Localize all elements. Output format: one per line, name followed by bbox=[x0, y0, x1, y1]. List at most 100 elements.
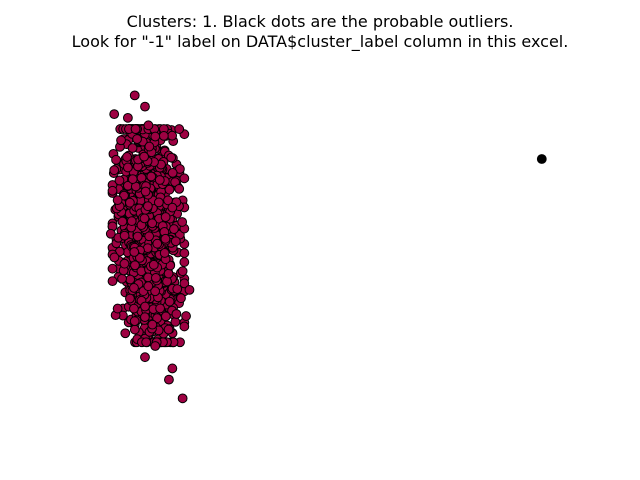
cluster-0-point bbox=[140, 312, 150, 323]
cluster-0-point bbox=[122, 112, 133, 123]
cluster-0-point bbox=[144, 141, 155, 152]
cluster-0-point bbox=[163, 324, 174, 335]
outlier-point bbox=[536, 154, 547, 164]
cluster-0-point bbox=[177, 393, 188, 404]
cluster-0-point bbox=[164, 296, 175, 307]
cluster-0-point bbox=[158, 130, 169, 141]
cluster-0-point bbox=[111, 154, 121, 165]
cluster-0-point bbox=[153, 197, 164, 208]
cluster-0-point bbox=[184, 284, 195, 295]
cluster-0-point bbox=[155, 303, 165, 314]
cluster-0-point bbox=[140, 101, 150, 112]
cluster-0-point bbox=[140, 301, 150, 312]
cluster-0-point bbox=[112, 195, 123, 206]
cluster-0-point bbox=[129, 247, 140, 257]
cluster-0-point bbox=[148, 259, 159, 270]
cluster-0-point bbox=[163, 195, 173, 206]
chart-title-line-1: Clusters: 1. Black dots are the probable… bbox=[126, 12, 514, 31]
cluster-0-point bbox=[141, 337, 152, 348]
cluster-0-point bbox=[112, 303, 123, 314]
cluster-0-point bbox=[146, 171, 157, 182]
cluster-0-point bbox=[179, 278, 190, 289]
chart-title: Clusters: 1. Black dots are the probable… bbox=[0, 12, 640, 52]
cluster-0-point bbox=[167, 130, 178, 141]
cluster-0-point bbox=[129, 303, 139, 314]
cluster-0-point bbox=[139, 151, 149, 162]
cluster-0-point bbox=[172, 284, 183, 294]
cluster-0-point bbox=[177, 217, 188, 227]
cluster-0-point bbox=[122, 152, 132, 162]
cluster-0-point bbox=[154, 175, 165, 185]
cluster-0-point bbox=[114, 175, 125, 186]
cluster-0-point bbox=[143, 120, 154, 131]
cluster-0-point bbox=[179, 173, 190, 184]
cluster-0-point bbox=[122, 162, 133, 173]
cluster-0-point bbox=[139, 213, 150, 224]
cluster-0-point bbox=[170, 236, 181, 247]
cluster-0-point bbox=[129, 324, 140, 335]
cluster-0-point bbox=[107, 276, 118, 287]
cluster-0-point bbox=[116, 135, 126, 146]
cluster-0-point bbox=[177, 266, 188, 277]
cluster-0-point bbox=[125, 274, 136, 285]
cluster-0-point bbox=[124, 197, 135, 208]
cluster-0-point bbox=[164, 184, 175, 195]
cluster-0-point bbox=[109, 252, 120, 263]
cluster-0-point bbox=[181, 311, 191, 321]
cluster-0-point bbox=[125, 293, 135, 304]
cluster-0-point bbox=[129, 283, 139, 293]
cluster-0-point bbox=[134, 252, 145, 263]
chart-title-line-2: Look for "-1" label on DATA$cluster_labe… bbox=[71, 32, 569, 51]
cluster-0-point bbox=[150, 131, 161, 142]
cluster-0-point bbox=[164, 374, 174, 385]
cluster-0-point bbox=[127, 143, 138, 153]
cluster-0-point bbox=[150, 272, 161, 283]
cluster-0-point bbox=[132, 231, 143, 242]
cluster-0-point bbox=[127, 174, 138, 184]
cluster-0-point bbox=[140, 352, 150, 363]
cluster-0-point bbox=[179, 257, 190, 267]
cluster-0-point bbox=[167, 167, 178, 178]
cluster-0-point bbox=[119, 230, 130, 241]
cluster-0-point bbox=[147, 319, 158, 330]
cluster-0-point bbox=[130, 124, 141, 134]
cluster-0-point bbox=[160, 311, 171, 322]
cluster-0-point bbox=[150, 341, 161, 351]
cluster-0-point bbox=[117, 273, 127, 284]
cluster-0-point bbox=[143, 281, 154, 292]
cluster-0-point bbox=[174, 124, 185, 134]
cluster-0-point bbox=[109, 109, 120, 119]
cluster-0-point bbox=[171, 309, 182, 319]
cluster-0-point bbox=[109, 165, 120, 176]
cluster-0-point bbox=[163, 268, 174, 279]
cluster-0-point bbox=[107, 263, 118, 274]
cluster-0-point bbox=[140, 186, 151, 197]
cluster-0-point bbox=[150, 286, 161, 297]
cluster-0-point bbox=[179, 248, 190, 258]
cluster-0-point bbox=[120, 328, 131, 339]
cluster-0-point bbox=[160, 233, 171, 244]
cluster-0-point bbox=[167, 363, 178, 374]
cluster-0-point bbox=[166, 152, 177, 163]
cluster-0-point bbox=[105, 228, 116, 239]
cluster-0-point bbox=[129, 90, 140, 101]
cluster-0-point bbox=[159, 248, 170, 258]
cluster-0-point bbox=[117, 216, 128, 227]
cluster-0-point bbox=[169, 224, 179, 234]
cluster-0-point bbox=[147, 218, 158, 229]
cluster-0-point bbox=[107, 185, 118, 196]
cluster-0-point bbox=[176, 293, 186, 304]
cluster-0-point bbox=[119, 258, 130, 269]
cluster-0-point bbox=[174, 184, 185, 194]
cluster-0-point bbox=[167, 202, 178, 213]
cluster-0-point bbox=[132, 134, 142, 144]
cluster-0-point bbox=[129, 316, 140, 327]
cluster-0-point bbox=[152, 238, 163, 249]
cluster-0-point bbox=[179, 321, 190, 332]
cluster-0-point bbox=[126, 216, 137, 226]
cluster-0-point bbox=[142, 201, 153, 212]
cluster-0-point bbox=[144, 231, 155, 242]
cluster-0-point bbox=[160, 212, 171, 222]
